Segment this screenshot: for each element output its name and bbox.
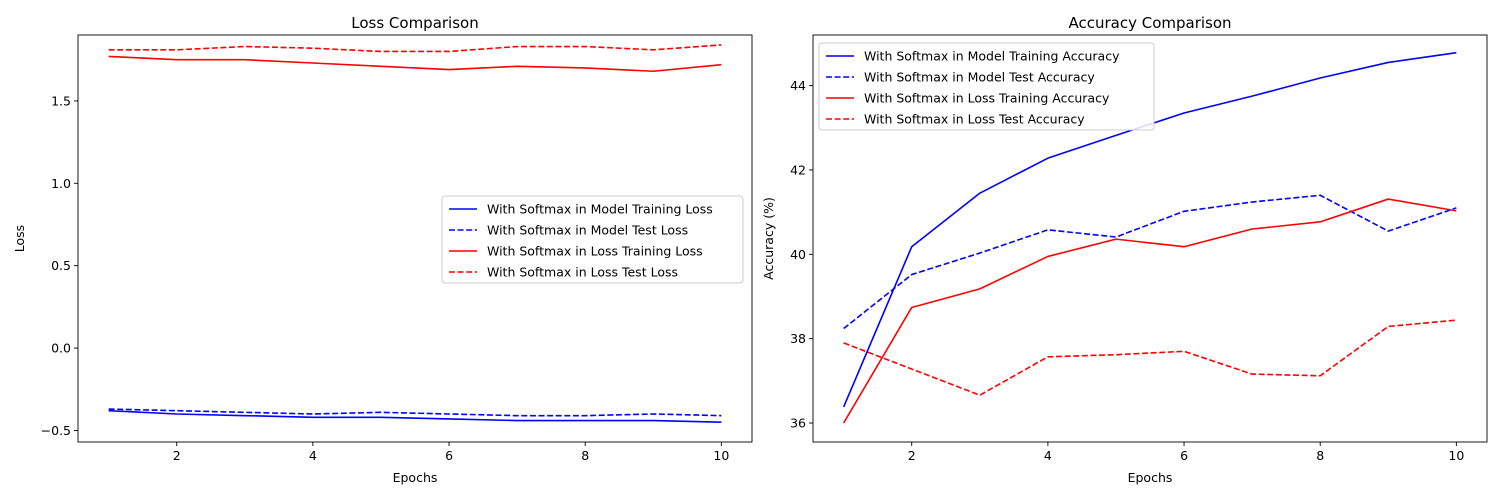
x-tick-label: 8	[581, 448, 589, 463]
chart-title: Loss Comparison	[351, 14, 478, 32]
legend-label-1: With Softmax in Model Training Accuracy	[864, 49, 1120, 64]
x-tick-label: 4	[309, 448, 317, 463]
legend-label-3: With Softmax in Loss Training Loss	[487, 244, 703, 259]
series-line-4	[108, 44, 722, 53]
legend-label-4: With Softmax in Loss Test Loss	[487, 265, 678, 280]
y-tick-label: 38	[790, 331, 806, 346]
legend: With Softmax in Model Training Accuracy W…	[818, 42, 1155, 131]
x-tick-label: 8	[1316, 448, 1324, 463]
series-line-2	[843, 194, 1457, 330]
x-tick-label: 2	[908, 448, 916, 463]
x-tick-label: 6	[1180, 448, 1188, 463]
series-line-2	[108, 408, 722, 417]
x-tick-label: 10	[713, 448, 729, 463]
accuracy-chart: Accuracy Comparison 2 4 6 8 10 36 38 40 42 44 Epoch…	[761, 14, 1488, 485]
legend-label-1: With Softmax in Model Training Loss	[487, 202, 713, 217]
legend-box	[441, 195, 744, 284]
y-axis-label: Accuracy (%)	[761, 197, 776, 280]
legend-label-4: With Softmax in Loss Test Accuracy	[864, 112, 1085, 127]
legend: With Softmax in Model Training Loss With …	[441, 195, 744, 284]
x-axis-label: Epochs	[1128, 470, 1173, 485]
legend-label-2: With Softmax in Model Test Loss	[487, 223, 688, 238]
y-tick-label: 1.0	[51, 176, 71, 191]
y-axis-label: Loss	[12, 225, 27, 252]
loss-chart: Loss Comparison 2 4 6 8 10 −0.5 0.0 0.5 1.0 1.5 Epo…	[12, 14, 753, 485]
legend-label-2: With Softmax in Model Test Accuracy	[864, 70, 1095, 85]
y-tick-label: 42	[790, 162, 806, 177]
plot-frame	[77, 34, 753, 443]
y-tick-label: 0.0	[51, 341, 71, 356]
y-tick-label: 40	[790, 247, 806, 262]
series-line-3	[842, 198, 1457, 424]
series-line-4	[843, 319, 1457, 396]
y-tick-label: 0.5	[51, 258, 71, 273]
x-axis-label: Epochs	[393, 470, 438, 485]
series-line-3	[108, 55, 722, 73]
y-tick-label: −0.5	[41, 423, 71, 438]
x-tick-label: 10	[1448, 448, 1464, 463]
x-tick-label: 6	[445, 448, 453, 463]
plot-frame	[812, 34, 1488, 443]
y-tick-label: 44	[790, 78, 806, 93]
x-tick-label: 2	[173, 448, 181, 463]
x-tick-label: 4	[1044, 448, 1052, 463]
legend-box	[818, 42, 1155, 131]
y-tick-label: 1.5	[51, 93, 71, 108]
y-tick-label: 36	[790, 416, 806, 431]
series-line-1	[108, 409, 722, 424]
legend-label-3: With Softmax in Loss Training Accuracy	[864, 91, 1110, 106]
chart-title: Accuracy Comparison	[1068, 14, 1231, 32]
